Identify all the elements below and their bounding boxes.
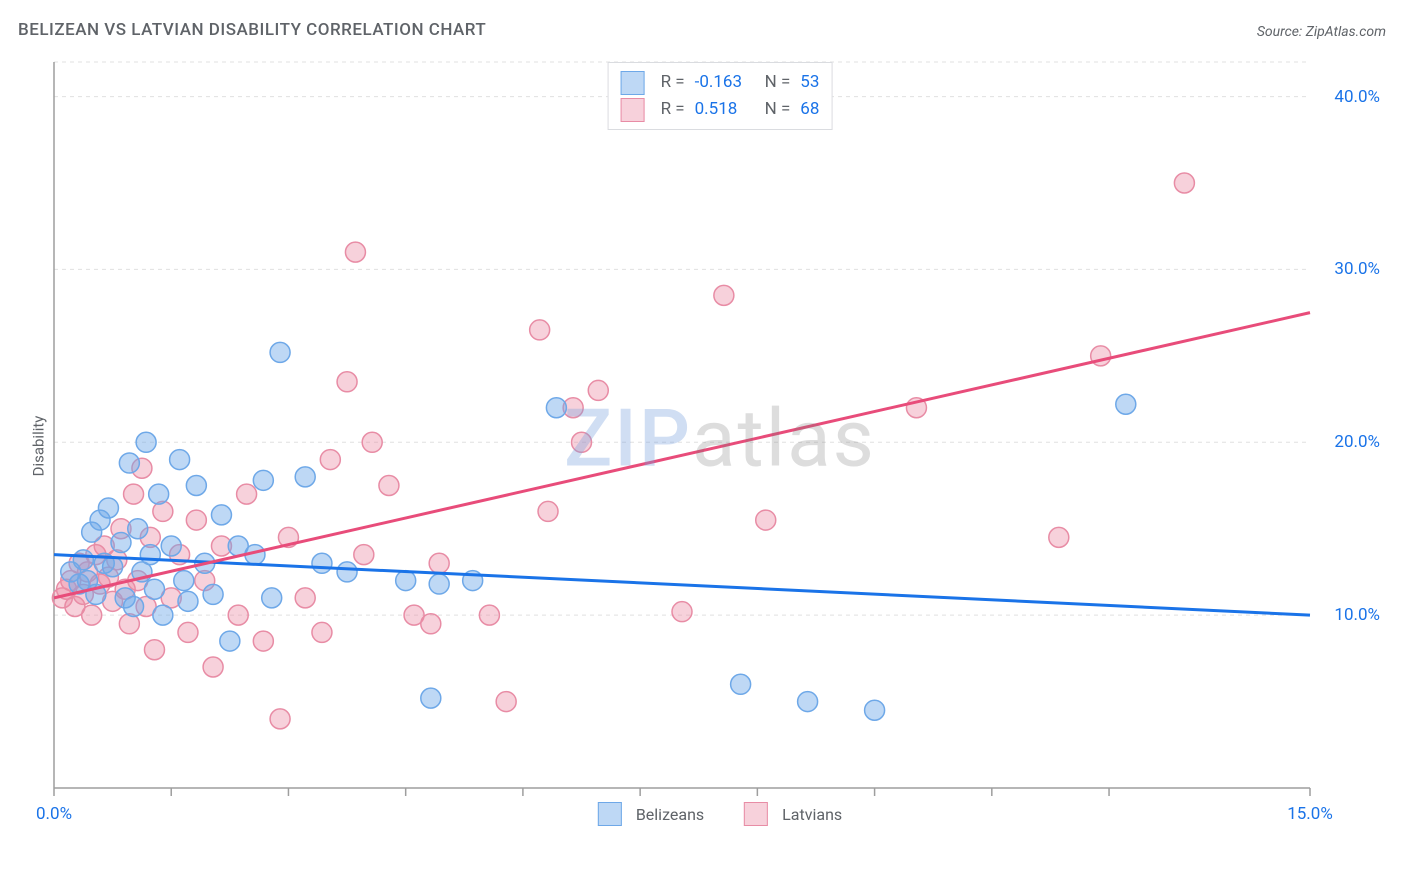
- y-axis-label: Disability: [29, 416, 47, 477]
- legend-item: Latvians: [744, 802, 842, 826]
- r-value: -0.163: [695, 69, 755, 96]
- scatter-chart-svg: [50, 58, 1390, 828]
- x-tick-label: 0.0%: [36, 804, 72, 824]
- series-legend: Belizeans Latvians: [598, 802, 842, 826]
- legend-swatch: [598, 802, 622, 826]
- legend-row: R = 0.518 N = 68: [621, 96, 820, 123]
- legend-swatch: [744, 802, 768, 826]
- r-value: 0.518: [695, 96, 755, 123]
- r-label: R =: [661, 69, 685, 96]
- legend-item: Belizeans: [598, 802, 704, 826]
- n-value: 53: [800, 69, 819, 96]
- n-value: 68: [800, 96, 819, 123]
- legend-swatch: [621, 98, 645, 122]
- n-label: N =: [765, 96, 791, 123]
- r-label: R =: [661, 96, 685, 123]
- n-label: N =: [765, 69, 791, 96]
- y-tick-label: 10.0%: [1334, 605, 1380, 625]
- plot-area: ZIPatlas R =-0.163N =53R =0.518N =68 Bel…: [50, 58, 1390, 828]
- legend-label: Latvians: [782, 805, 842, 824]
- correlation-legend: R = -0.163 N = 53 R = 0.518 N = 68: [608, 62, 833, 130]
- x-tick-label: 15.0%: [1287, 804, 1333, 824]
- y-tick-label: 30.0%: [1334, 259, 1380, 279]
- chart-title: BELIZEAN VS LATVIAN DISABILITY CORRELATI…: [18, 20, 486, 40]
- y-tick-label: 20.0%: [1334, 432, 1380, 452]
- chart-container: BELIZEAN VS LATVIAN DISABILITY CORRELATI…: [0, 0, 1406, 892]
- legend-row: R = -0.163 N = 53: [621, 69, 820, 96]
- source-attribution: Source: ZipAtlas.com: [1257, 24, 1386, 40]
- y-tick-label: 40.0%: [1334, 87, 1380, 107]
- legend-label: Belizeans: [636, 805, 704, 824]
- legend-swatch: [621, 71, 645, 95]
